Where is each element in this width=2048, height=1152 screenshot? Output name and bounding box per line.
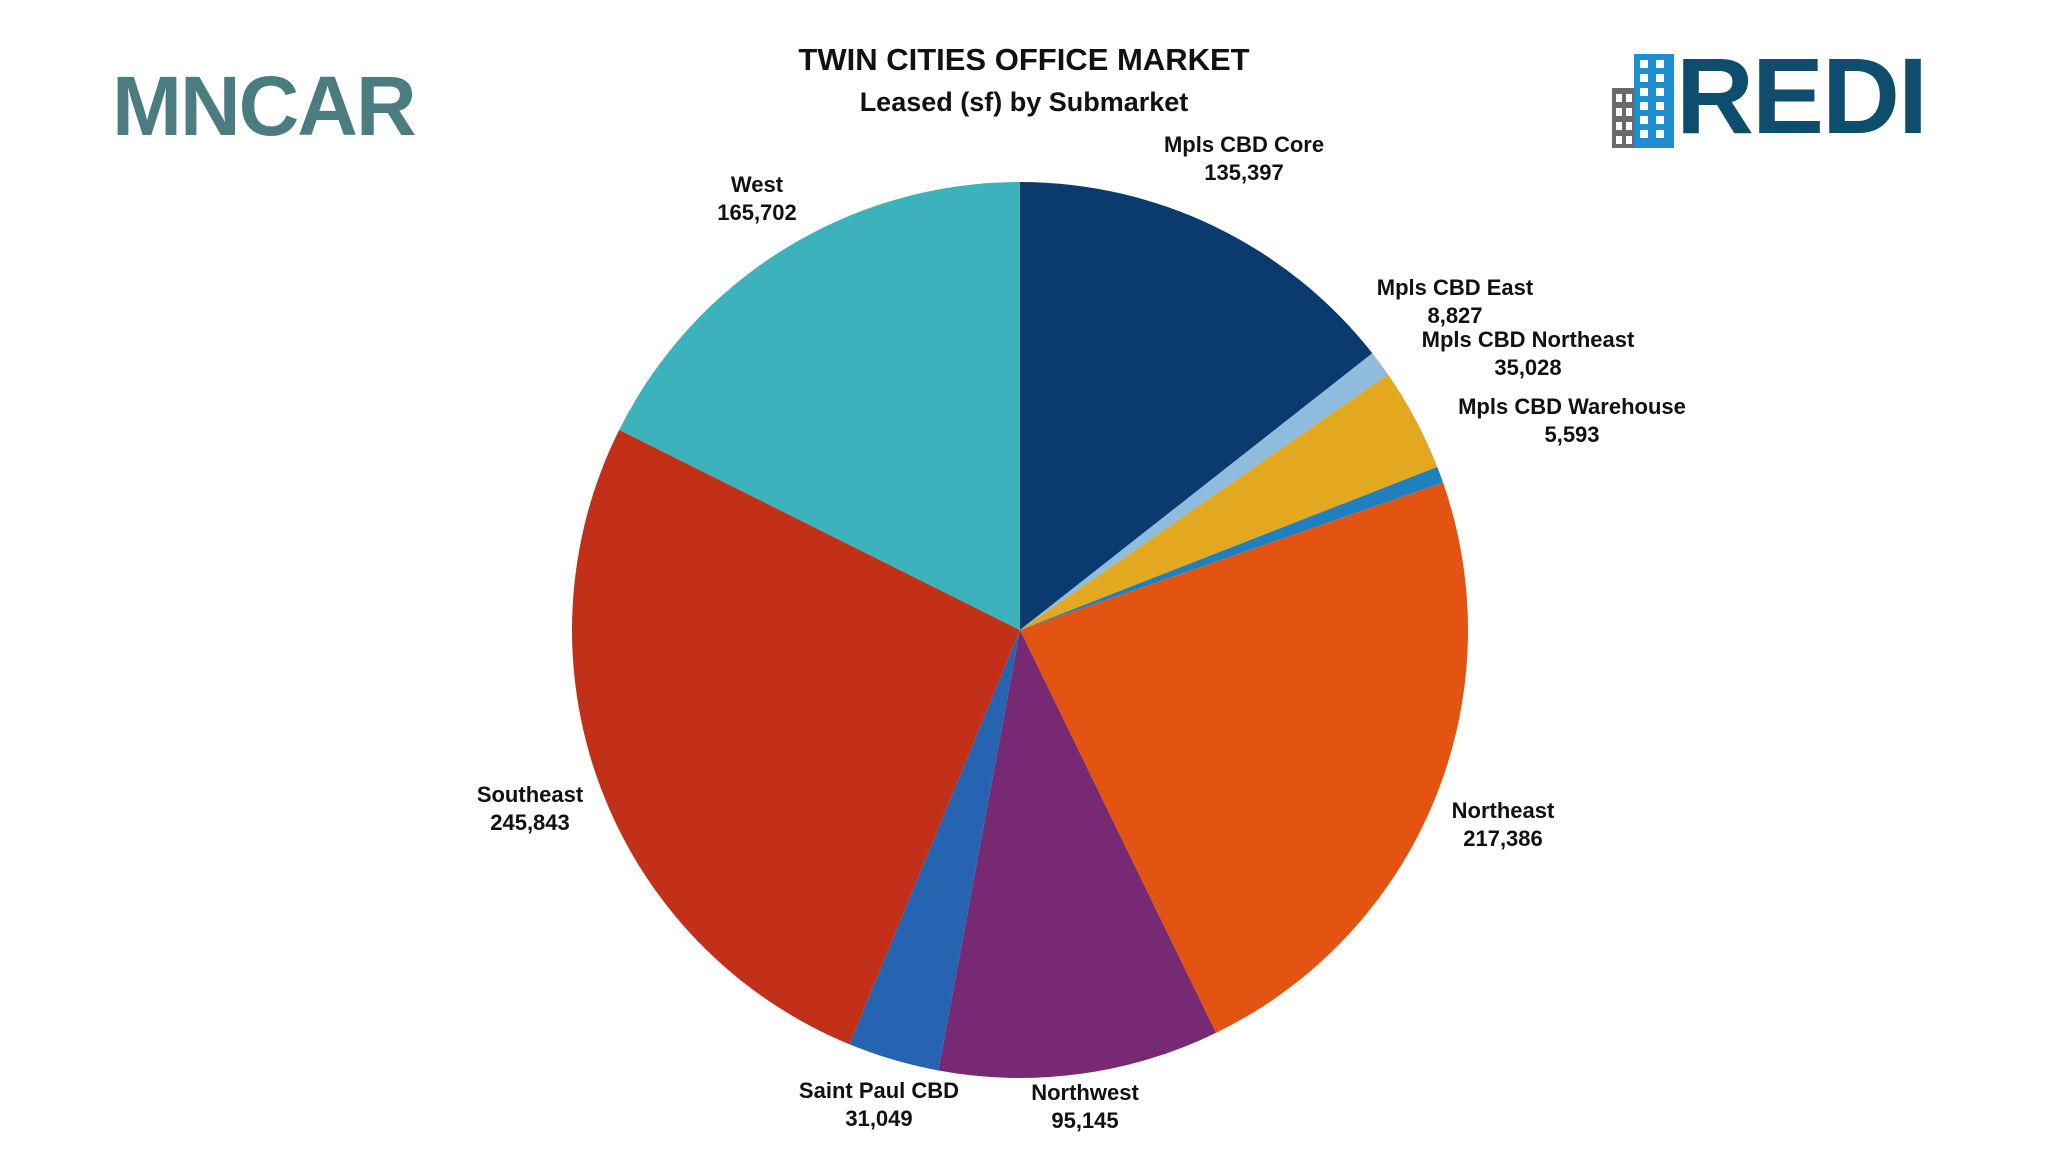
pie-slice-west [619,182,1020,630]
slice-label-saint-paul-cbd: Saint Paul CBD [799,1078,959,1103]
mncar-logo: MNCAR [112,59,417,153]
slice-value-northwest: 95,145 [1051,1108,1118,1133]
building-icon [1612,54,1674,148]
slice-value-northeast: 217,386 [1463,826,1543,851]
slice-value-mpls-cbd-warehouse: 5,593 [1544,422,1599,447]
slice-label-mpls-cbd-core: Mpls CBD Core [1164,132,1324,157]
slice-label-mpls-cbd-east: Mpls CBD East [1377,275,1534,300]
slice-label-northwest: Northwest [1031,1080,1139,1105]
pie-slice-mpls-cbd-core [1020,182,1373,630]
pie-slice-northeast [1020,482,1469,1033]
slice-value-west: 165,702 [717,200,797,225]
chart-title: TWIN CITIES OFFICE MARKET [798,42,1250,77]
slice-value-southeast: 245,843 [490,810,570,835]
slice-label-mpls-cbd-warehouse: Mpls CBD Warehouse [1458,394,1686,419]
slice-label-northeast: Northeast [1452,798,1555,823]
pie-slice-northwest [938,630,1217,1079]
pie-slice-mpls-cbd-northeast [1020,374,1438,630]
chart-titles: TWIN CITIES OFFICE MARKET Leased (sf) by… [0,38,2048,122]
slice-value-mpls-cbd-east: 8,827 [1427,303,1482,328]
pie-slice-southeast [571,429,1020,1045]
pie-slice-mpls-cbd-east [1020,353,1389,630]
redi-logo: REDI [1612,42,1928,150]
slice-label-mpls-cbd-northeast: Mpls CBD Northeast [1422,327,1635,352]
pie-slice-mpls-cbd-warehouse [1020,466,1444,630]
slice-value-mpls-cbd-northeast: 35,028 [1494,355,1561,380]
slice-label-west: West [731,172,784,197]
slice-value-mpls-cbd-core: 135,397 [1204,160,1284,185]
slice-label-southeast: Southeast [477,782,584,807]
chart-subtitle: Leased (sf) by Submarket [859,87,1189,117]
redi-logo-text: REDI [1676,35,1928,156]
slice-value-saint-paul-cbd: 31,049 [845,1106,912,1131]
pie-slice-saint-paul-cbd [849,630,1020,1071]
